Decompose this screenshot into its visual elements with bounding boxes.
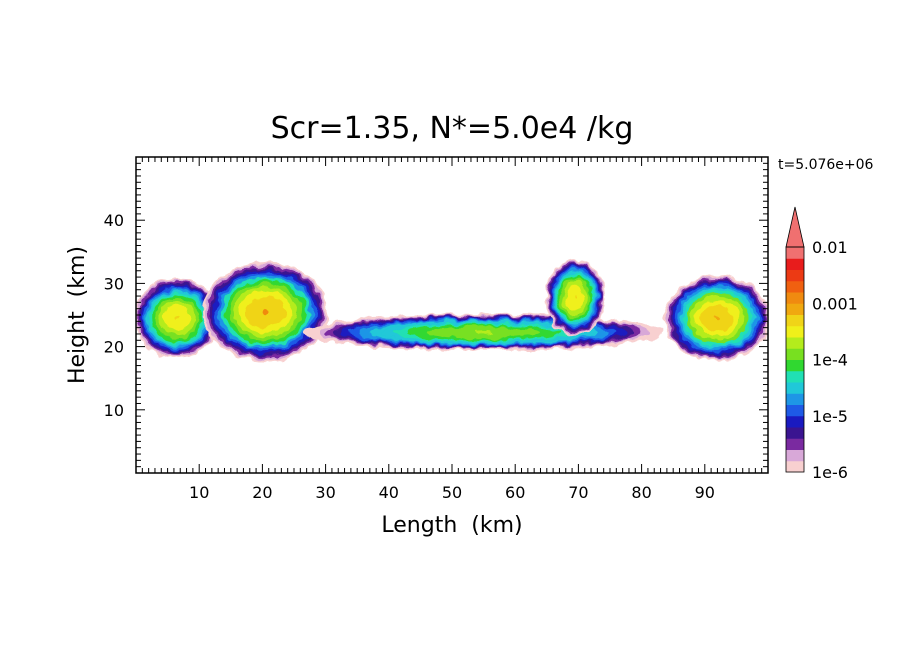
colorbar-frame [785,246,805,473]
colorbar-extend-arrow [785,206,805,248]
x-tick-label: 40 [379,483,399,502]
colorbar-swatch [786,370,804,383]
time-label: t=5.076e+06 [778,157,874,173]
colorbar-tick-label: 1e-4 [812,351,848,370]
x-tick-label: 90 [695,483,715,502]
colorbar-swatch [786,382,804,394]
colorbar-swatch [786,415,804,428]
colorbar-swatch [786,359,804,372]
colorbar-swatch [786,269,804,282]
y-tick-label: 40 [104,211,124,230]
colorbar-swatch [786,404,804,417]
x-tick-label: 80 [631,483,651,502]
x-tick-label: 30 [315,483,335,502]
colorbar-tick-label: 1e-6 [812,463,848,482]
x-tick-label: 20 [252,483,272,502]
x-axis-label: Length (km) [381,513,522,538]
colorbar-swatch [786,280,804,293]
colorbar-swatch [786,303,804,315]
colorbar-tick-label: 0.01 [812,238,848,257]
field-contour-level [573,295,577,300]
field-region [664,275,768,362]
x-tick-label: 60 [505,483,525,502]
colorbar-swatch [786,258,804,270]
x-tick-label: 50 [442,483,462,502]
field-contour-level [475,331,493,334]
colorbar-swatch [786,292,804,304]
y-tick-label: 20 [104,338,124,357]
field-contour-level [175,316,180,321]
field-regions [136,259,768,362]
y-tick-label: 10 [104,401,124,420]
colorbar-swatch [786,337,804,349]
field-region [545,259,606,336]
x-tick-label: 70 [568,483,588,502]
chart-title: Scr=1.35, N*=5.0e4 /kg [271,111,634,146]
colorbar-tick-label: 0.001 [812,294,858,313]
colorbar: 0.01 0.001 1e-4 1e-5 1e-6 [785,206,858,482]
x-tick-label: 10 [189,483,209,502]
colorbar-swatch [786,460,804,473]
field-region [202,262,329,362]
colorbar-swatch [786,247,804,259]
colorbar-swatch [786,348,804,360]
colorbar-swatch [786,393,804,405]
colorbar-swatch [786,438,804,450]
field-contour-level [714,316,720,321]
y-tick-label: 30 [104,274,124,293]
colorbar-tick-label: 1e-5 [812,407,848,426]
field-region [304,314,663,351]
field-contour-level [262,309,269,315]
axes-layer: 10 20 30 40 50 60 70 80 90 10 20 30 40 [104,157,768,502]
field-region [136,278,221,358]
y-axis-label: Height (km) [65,246,90,384]
colorbar-swatch [786,427,804,439]
colorbar-swatch [786,314,804,327]
colorbar-swatch [786,325,804,338]
field-layer [136,259,768,362]
colorbar-swatch [786,449,804,462]
